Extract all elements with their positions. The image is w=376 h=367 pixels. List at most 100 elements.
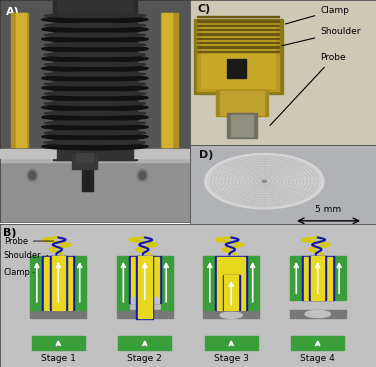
Bar	[197, 29, 279, 30]
Bar	[57, 0, 133, 160]
Bar	[227, 113, 257, 138]
Bar	[205, 335, 258, 350]
Bar	[161, 13, 179, 146]
Bar	[0, 151, 190, 162]
Ellipse shape	[42, 94, 148, 101]
Bar	[76, 153, 93, 162]
Ellipse shape	[42, 85, 148, 91]
Bar	[136, 256, 153, 319]
Ellipse shape	[42, 26, 148, 33]
Ellipse shape	[42, 134, 148, 140]
Ellipse shape	[42, 16, 148, 23]
Text: D): D)	[199, 150, 214, 160]
Ellipse shape	[42, 46, 148, 52]
Bar	[129, 256, 161, 303]
Ellipse shape	[44, 141, 146, 145]
Bar	[203, 310, 259, 318]
Bar	[131, 257, 159, 302]
Bar	[11, 13, 29, 146]
Bar	[215, 256, 247, 310]
Bar	[220, 91, 264, 115]
Bar	[216, 90, 268, 116]
Ellipse shape	[44, 23, 146, 27]
Bar	[197, 42, 279, 44]
Bar	[131, 297, 158, 303]
Bar	[217, 257, 245, 310]
Bar	[129, 149, 190, 158]
Bar	[197, 22, 279, 91]
Bar	[118, 335, 171, 350]
Ellipse shape	[42, 124, 148, 130]
Bar	[194, 19, 283, 94]
Bar	[197, 25, 279, 26]
Text: Stage 2: Stage 2	[127, 354, 162, 363]
Ellipse shape	[44, 43, 146, 47]
Bar	[197, 20, 279, 22]
Ellipse shape	[42, 36, 148, 43]
Ellipse shape	[44, 33, 146, 37]
Ellipse shape	[44, 72, 146, 76]
Circle shape	[262, 180, 267, 182]
Text: Probe: Probe	[4, 237, 54, 246]
Ellipse shape	[44, 82, 146, 86]
Bar	[82, 153, 93, 191]
Bar	[32, 335, 85, 350]
Text: Shoulder: Shoulder	[4, 251, 48, 260]
Text: Shoulder: Shoulder	[282, 28, 361, 46]
Text: Stage 4: Stage 4	[300, 354, 335, 363]
Text: 5 mm: 5 mm	[315, 205, 342, 214]
Ellipse shape	[42, 75, 148, 81]
Bar	[290, 310, 346, 318]
Bar	[197, 51, 279, 52]
Circle shape	[27, 169, 38, 182]
Bar	[302, 256, 334, 301]
Text: Stage 1: Stage 1	[41, 354, 76, 363]
Bar	[117, 256, 129, 310]
Bar	[201, 25, 276, 88]
Bar	[50, 256, 67, 310]
Bar	[30, 310, 86, 318]
Circle shape	[137, 169, 148, 182]
Ellipse shape	[42, 65, 148, 72]
Circle shape	[208, 155, 321, 207]
Ellipse shape	[44, 92, 146, 96]
Bar	[30, 256, 42, 310]
Bar	[52, 257, 65, 310]
Bar	[72, 156, 97, 169]
Circle shape	[205, 154, 324, 209]
Ellipse shape	[305, 310, 331, 317]
Bar	[311, 257, 324, 300]
Text: A): A)	[6, 7, 20, 17]
Bar	[224, 275, 238, 310]
Bar	[197, 46, 279, 48]
Ellipse shape	[42, 104, 148, 111]
Ellipse shape	[44, 131, 146, 135]
Text: C): C)	[197, 4, 211, 14]
Bar	[203, 256, 215, 310]
Text: B): B)	[3, 228, 17, 238]
Bar	[304, 257, 332, 300]
Ellipse shape	[44, 62, 146, 66]
Bar	[197, 38, 279, 39]
Bar	[309, 256, 326, 301]
Bar	[53, 0, 137, 160]
Ellipse shape	[44, 14, 146, 18]
Ellipse shape	[44, 111, 146, 115]
Ellipse shape	[44, 121, 146, 125]
Text: Clamp: Clamp	[4, 268, 34, 277]
Ellipse shape	[42, 143, 148, 150]
Bar	[117, 310, 173, 318]
Bar	[231, 115, 253, 136]
Bar	[291, 335, 344, 350]
Bar	[334, 256, 346, 301]
Bar	[138, 257, 152, 319]
Text: Probe: Probe	[270, 54, 346, 126]
Bar	[197, 16, 279, 17]
Bar	[138, 310, 151, 318]
Ellipse shape	[42, 55, 148, 62]
Bar	[0, 156, 190, 222]
Circle shape	[139, 171, 146, 179]
Bar	[16, 13, 26, 146]
Bar	[161, 256, 173, 310]
Bar	[44, 257, 72, 310]
